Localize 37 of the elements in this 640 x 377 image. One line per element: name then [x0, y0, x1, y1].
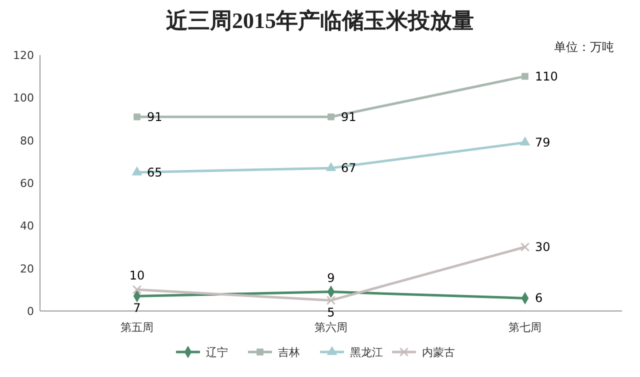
legend-label: 内蒙古 — [422, 346, 455, 359]
y-tick-label: 60 — [20, 177, 34, 190]
chart-title: 近三周2015年产临储玉米投放量 — [165, 8, 474, 33]
text: 单位：万吨 — [554, 40, 614, 54]
legend-label: 吉林 — [278, 346, 300, 359]
y-tick-label: 0 — [27, 305, 34, 318]
data-label: 30 — [535, 240, 550, 254]
legend-label: 黑龙江 — [350, 346, 383, 359]
legend-label: 辽宁 — [206, 346, 228, 359]
y-tick-label: 120 — [13, 49, 34, 62]
data-label: 7 — [133, 301, 141, 316]
y-tick-label: 40 — [20, 220, 34, 233]
point — [520, 242, 530, 252]
point — [522, 72, 528, 80]
data-label: 91 — [341, 110, 356, 124]
x-tick-label: 第六周 — [314, 321, 348, 334]
point — [520, 136, 530, 146]
data-label: 79 — [535, 135, 550, 150]
point — [328, 113, 334, 120]
y-tick-label: 20 — [20, 262, 34, 276]
y-tick-label: 80 — [20, 134, 34, 148]
x-tick-label: 第五周 — [120, 321, 154, 334]
point — [134, 113, 140, 120]
data-label: 10 — [129, 268, 145, 283]
point — [326, 296, 336, 305]
data-label: 67 — [341, 161, 356, 176]
x-tick-label: 第七周 — [508, 321, 542, 334]
point — [326, 162, 336, 172]
data-label: 6 — [535, 291, 543, 306]
data-label: 91 — [147, 110, 162, 124]
point — [132, 166, 142, 176]
data-label: 110 — [535, 69, 558, 84]
data-label: 65 — [147, 165, 162, 180]
point — [132, 285, 142, 294]
y-tick-label: 100 — [13, 92, 34, 105]
data-label: 9 — [327, 270, 335, 285]
data-label: 5 — [327, 305, 335, 320]
